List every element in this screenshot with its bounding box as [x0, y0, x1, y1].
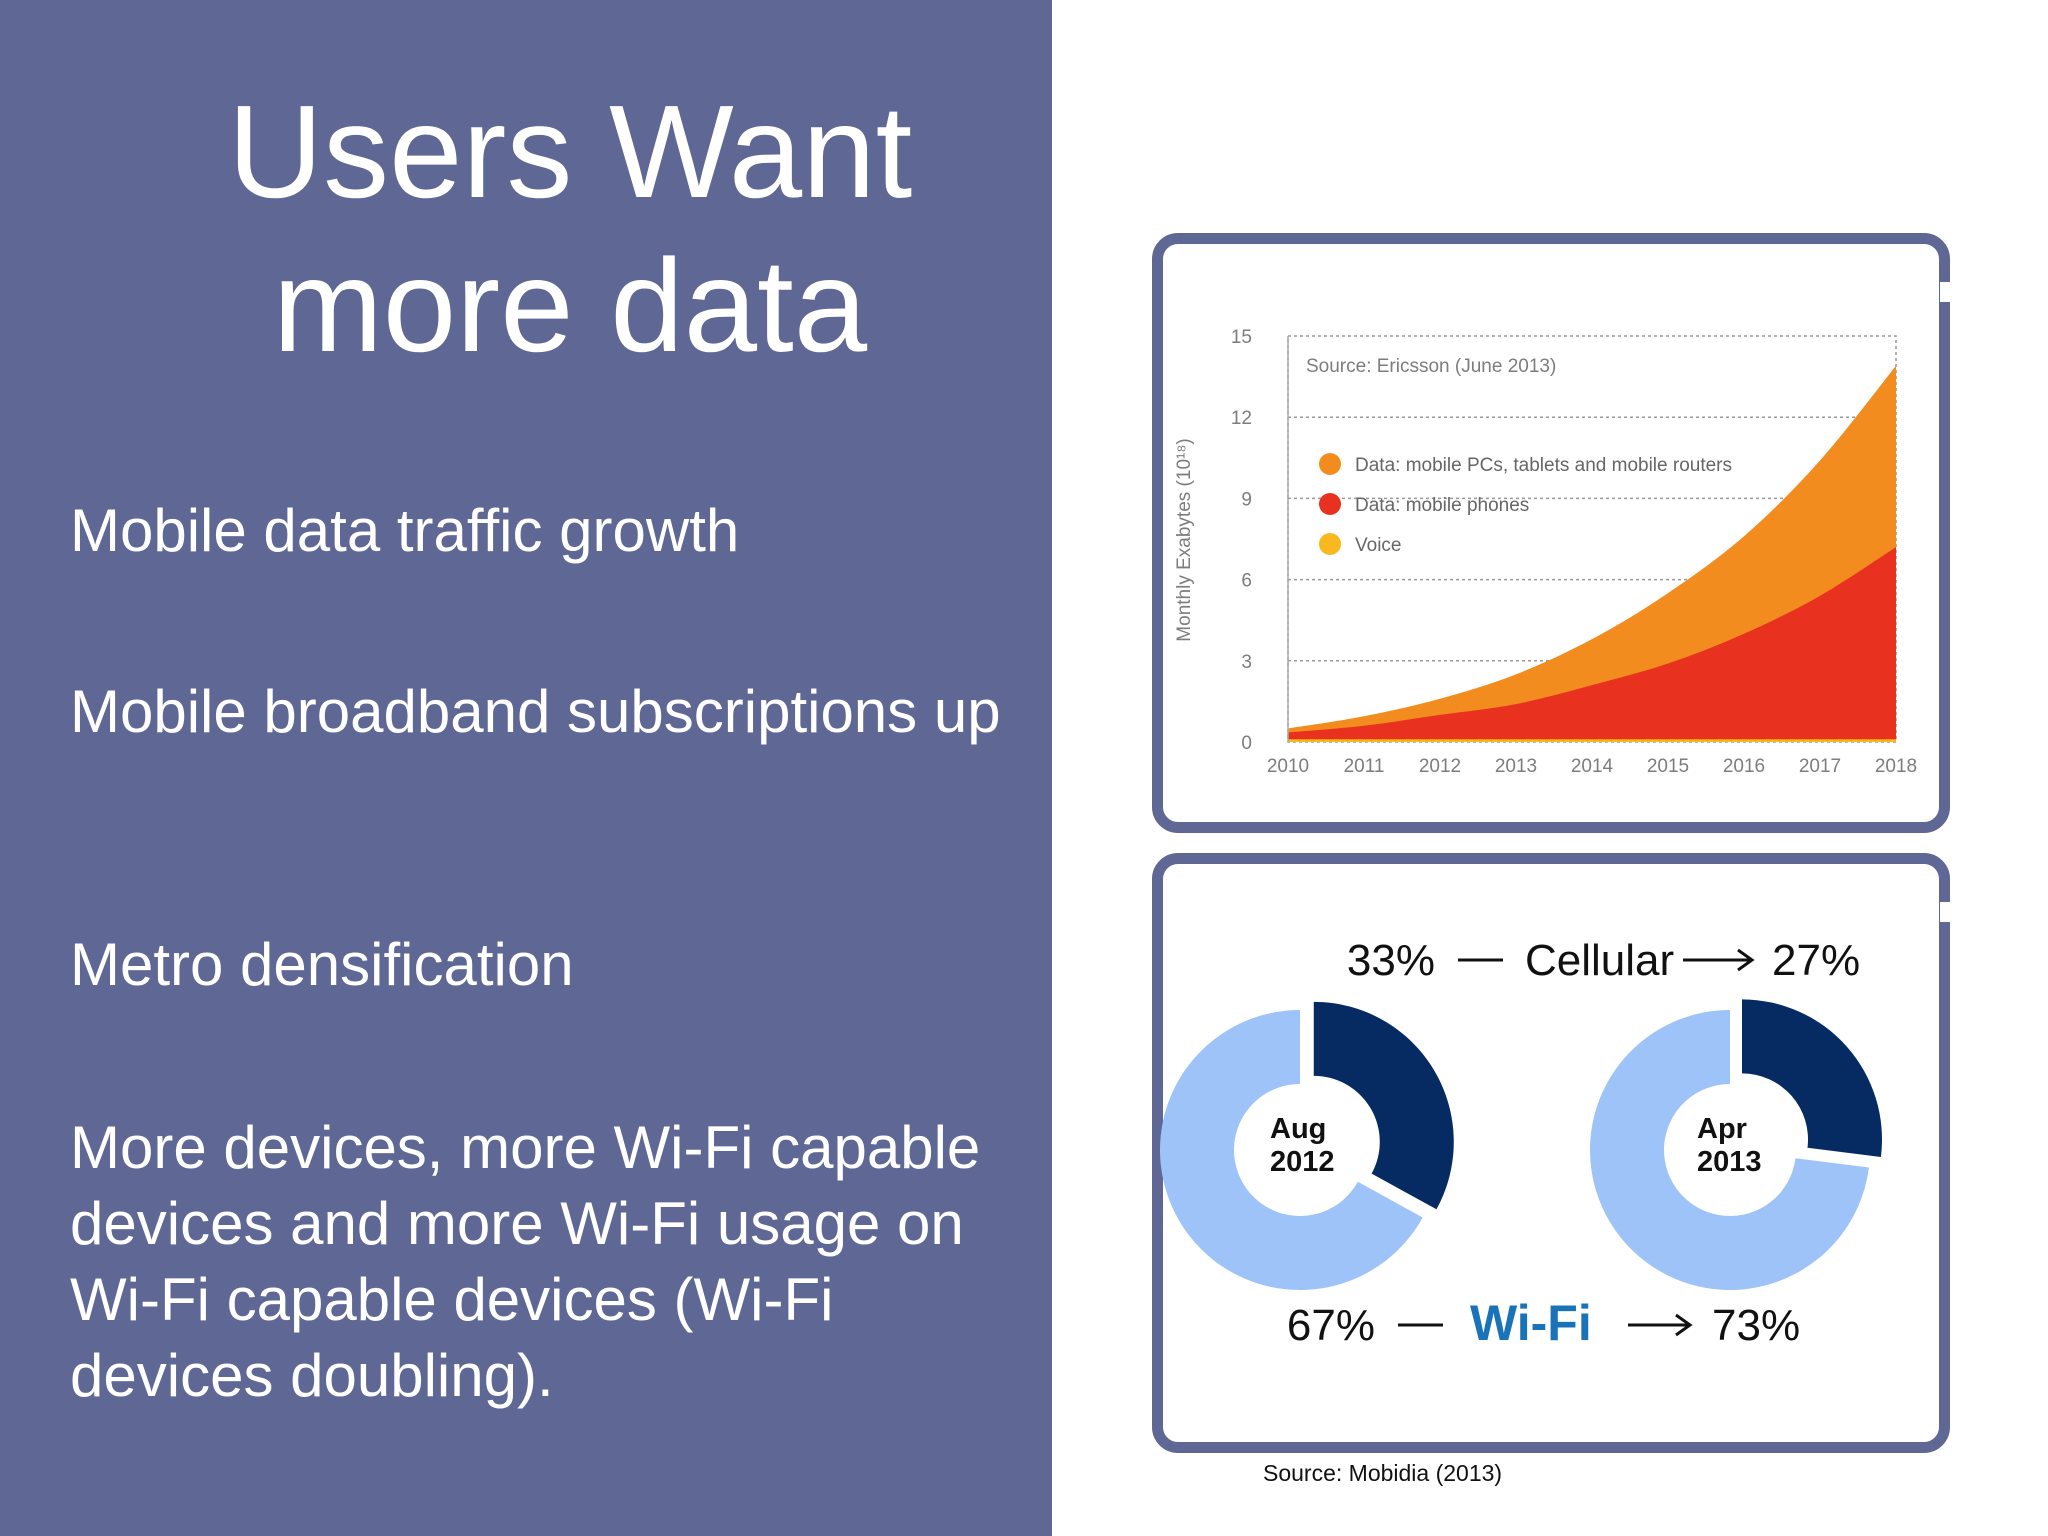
slide-title: Users Want more data	[0, 75, 1140, 383]
wifi-before: 67%	[1287, 1301, 1375, 1350]
x-tick-label: 2016	[1723, 756, 1765, 777]
x-tick-label: 2012	[1419, 756, 1461, 777]
donut-slice-cellular	[1313, 1001, 1454, 1210]
x-tick-label: 2017	[1799, 756, 1841, 777]
wifi-share-panel	[1152, 853, 1950, 1453]
y-tick-label: 3	[1241, 652, 1252, 673]
y-tick-label: 6	[1241, 571, 1252, 592]
area-data-mobile-phones	[1288, 547, 1896, 742]
left-panel	[0, 0, 1052, 1536]
title-line-1: Users Want	[227, 78, 913, 225]
donut-label-aug: Aug	[1270, 1113, 1326, 1145]
y-tick-label: 9	[1241, 489, 1252, 510]
wifi-donuts: 33% Cellular 27% 67% Wi-Fi 73% Aug 2012 …	[1160, 936, 1883, 1351]
donut-slice-wifi	[1590, 1010, 1869, 1290]
panel-notch	[1940, 902, 1962, 922]
bullet-broadband-subscriptions: Mobile broadband subscriptions up	[70, 678, 1001, 745]
bullet-traffic-growth: Mobile data traffic growth	[70, 497, 740, 564]
cellular-after: 27%	[1772, 936, 1860, 985]
title-line-2: more data	[272, 232, 868, 379]
bullet-more-devices: More devices, more Wi-Fi capable devices…	[70, 1114, 981, 1409]
donut-slice-cellular	[1742, 999, 1883, 1157]
legend-marker	[1319, 493, 1341, 515]
legend-label: Voice	[1355, 535, 1401, 556]
area-voice	[1288, 739, 1896, 742]
legend-marker	[1319, 533, 1341, 555]
arrow-head	[1737, 948, 1755, 972]
x-tick-label: 2015	[1647, 756, 1689, 777]
bottom-source: Source: Mobidia (2013)	[1263, 1460, 1503, 1486]
y-tick-label: 12	[1231, 408, 1252, 429]
donut-label-apr: Apr	[1697, 1113, 1747, 1145]
x-tick-label: 2011	[1344, 756, 1385, 777]
donut-slice-wifi	[1160, 1010, 1423, 1290]
panel-notch	[1940, 282, 1962, 302]
wifi-after: 73%	[1712, 1301, 1800, 1350]
legend-label: Data: mobile PCs, tablets and mobile rou…	[1355, 455, 1732, 476]
cellular-label: Cellular	[1525, 936, 1674, 985]
donut-label-2013: 2013	[1697, 1146, 1762, 1178]
y-tick-label: 15	[1231, 327, 1252, 348]
arrow-head	[1675, 1313, 1693, 1337]
donut-label-2012: 2012	[1270, 1146, 1335, 1178]
bullet-metro-densification: Metro densification	[70, 931, 574, 998]
x-tick-label: 2018	[1875, 756, 1917, 777]
legend-marker	[1319, 453, 1341, 475]
cellular-before: 33%	[1347, 936, 1435, 985]
y-axis-label: Monthly Exabytes (10¹⁸)	[1174, 438, 1195, 641]
chart-source-note: Source: Ericsson (June 2013)	[1306, 356, 1556, 377]
y-tick-label: 0	[1241, 733, 1252, 754]
wifi-label: Wi-Fi	[1470, 1295, 1592, 1351]
traffic-area-chart: 0 3 6 9 12 15 2010 2011 2012 2013 2014 2015 2016 201…	[1174, 327, 1917, 777]
x-tick-label: 2010	[1267, 756, 1309, 777]
x-tick-label: 2014	[1571, 756, 1614, 777]
x-tick-label: 2013	[1495, 756, 1537, 777]
legend-label: Data: mobile phones	[1355, 495, 1529, 516]
